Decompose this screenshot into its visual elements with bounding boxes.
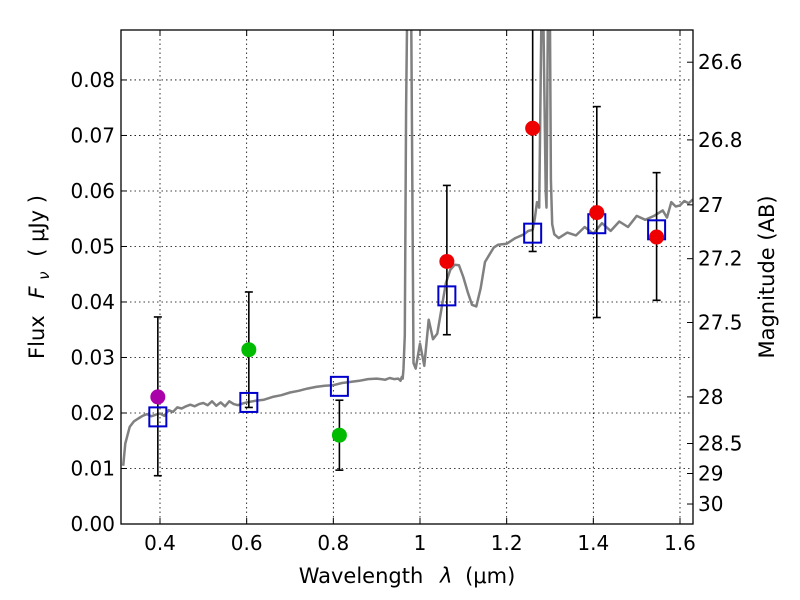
y-tick-label: 0.03 [70,345,115,369]
x-tick-label: 0.8 [317,531,349,555]
x-axis-label-var: λ [439,564,452,588]
model-photometry-point [148,406,168,428]
observed-point [589,205,605,221]
model-photometry-point [239,391,259,413]
x-tick-label: 1.2 [491,531,523,555]
y-tick-label: 0.02 [70,401,115,425]
y2-tick-label: 27 [698,193,723,217]
y-tick-label: 0.05 [70,234,115,258]
y2-axis-label: Magnitude (AB) [755,195,779,358]
x-tick-label: 0.4 [144,531,176,555]
y-axis-label-sub: ν [35,271,53,279]
y2-tick-label: 29 [698,461,723,485]
observed-point [150,389,166,405]
x-tick-label: 1 [414,531,427,555]
y-tick-label: 0.00 [70,512,115,536]
y2-tick-label: 27.5 [698,311,743,335]
model-photometry-point [523,222,543,244]
y2-tick-label: 26.6 [698,50,743,74]
observed-point [331,427,347,443]
sed-model-line [121,30,693,466]
plot-frame [120,29,694,525]
observed-point [649,229,665,245]
x-tick-label: 1.6 [664,531,696,555]
x-tick-label: 1.4 [577,531,609,555]
observed-point [439,253,455,269]
x-axis-label-text: Wavelength [299,564,424,588]
y2-tick-label: 26.8 [698,128,743,152]
y2-tick-label: 30 [698,492,723,516]
axes: 0.4 0.6 0.8 1 1.2 1.4 1.6 0.00 0.01 0.02 0.03 0.04 0… [70,30,743,555]
observed-point [241,342,257,358]
y-tick-label: 0.08 [70,68,115,92]
observed-point [525,120,541,136]
model-photometry-point [437,285,457,307]
y2-tick-label: 27.2 [698,247,743,271]
y-axis-label-unit: ( μJy ) [25,195,49,257]
y-tick-label: 0.06 [70,179,115,203]
y-tick-label: 0.04 [70,290,115,314]
x-tick-label: 0.6 [231,531,263,555]
y-axis-label-var: F [25,286,49,299]
plot-area [121,30,693,477]
y2-tick-label: 28 [698,385,723,409]
y2-tick-label: 28.5 [698,432,743,456]
x-axis-label: Wavelength λ (μm) [299,564,516,588]
x-axis-label-unit: (μm) [465,564,515,588]
y-axis-label-text: Flux [25,315,49,359]
model-photometry-point [329,375,349,397]
y-axis-label: Flux F ν ( μJy ) [25,195,54,359]
y-tick-label: 0.07 [70,123,115,147]
y-tick-label: 0.01 [70,456,115,480]
